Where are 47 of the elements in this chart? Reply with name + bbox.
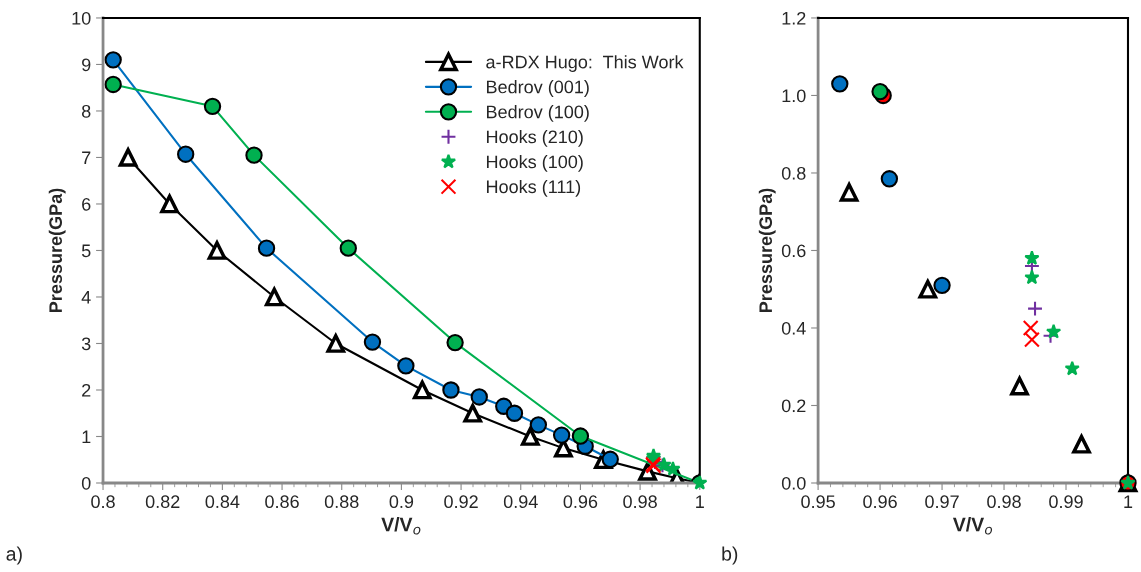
- y-tick-label: 4: [81, 291, 91, 304]
- y-tick-label: 10: [72, 11, 91, 25]
- legend-label: Hooks (111): [486, 179, 581, 197]
- x-tick-label: 0.84: [205, 495, 240, 509]
- y-axis-title: Pressure(GPa): [48, 188, 66, 312]
- legend-label: Hooks (210): [486, 130, 583, 147]
- x-tick-label: 0.88: [324, 495, 359, 509]
- y-tick-label: 0.0: [781, 476, 806, 490]
- y-tick-label: 1.2: [782, 11, 806, 25]
- x-tick-label: 0.92: [444, 495, 478, 509]
- legend-label: Hooks (100): [486, 154, 583, 172]
- y-tick-label: 0.2: [781, 399, 806, 413]
- x-axis-title: V/V$_{o}$: [952, 517, 993, 535]
- x-tick-label: 0.96: [563, 495, 598, 509]
- y-tick-label: 1.0: [782, 89, 806, 103]
- y-tick-label: 3: [81, 337, 91, 351]
- x-tick-label: 0.95: [801, 495, 835, 509]
- y-tick-label: 6: [82, 197, 91, 211]
- y-tick-label: 0: [81, 476, 91, 490]
- x-tick-label: 0.97: [925, 495, 959, 509]
- x-tick-label: 0.96: [863, 495, 897, 509]
- legend-label: a-RDX Hugo: This Work: [486, 55, 684, 72]
- y-tick-label: 1: [82, 430, 91, 444]
- x-axis-title: V/V$_{o}$: [381, 517, 421, 535]
- y-tick-label: 9: [82, 58, 91, 72]
- y-tick-label: 2: [82, 383, 91, 397]
- y-tick-label: 0.6: [781, 244, 806, 258]
- x-tick-label: 0.9: [389, 495, 414, 509]
- y-axis-title: Pressure(GPa): [758, 188, 776, 312]
- x-tick-label: 1: [696, 495, 704, 508]
- x-tick-label: 0.82: [145, 495, 180, 509]
- text: b): [722, 546, 738, 565]
- y-tick-label: 0.8: [781, 166, 806, 180]
- x-tick-label: 0.8: [91, 495, 115, 509]
- x-tick-label: 0.98: [623, 495, 657, 509]
- y-tick-label: 7: [82, 151, 91, 165]
- x-tick-label: 1: [1124, 495, 1133, 508]
- x-tick-label: 0.86: [265, 495, 299, 509]
- x-tick-label: 0.99: [1049, 495, 1083, 509]
- legend-label: Bedrov (001): [486, 80, 589, 97]
- x-tick-label: 0.98: [987, 495, 1021, 509]
- legend-label: Bedrov (100): [486, 105, 589, 122]
- y-tick-label: 5: [81, 244, 91, 258]
- x-tick-label: 0.94: [503, 495, 538, 509]
- y-tick-label: 0.4: [781, 321, 806, 335]
- y-tick-label: 8: [81, 104, 91, 118]
- text: a): [6, 546, 22, 565]
